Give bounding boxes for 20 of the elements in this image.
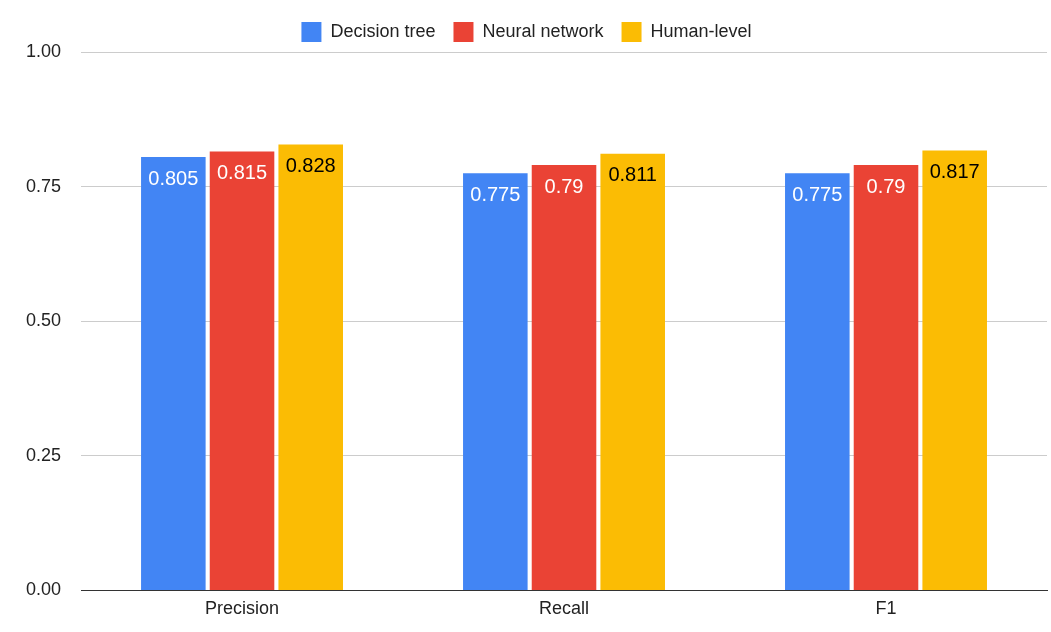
x-tick-label: Precision [205, 598, 280, 619]
data-label: 0.79 [866, 174, 906, 197]
y-tick-label: 0.50 [25, 310, 62, 331]
y-tick-label: 1.00 [25, 40, 62, 61]
legend-label: Human-level [650, 20, 752, 41]
y-tick-label: 0.25 [25, 444, 62, 465]
legend-label: Decision tree [330, 20, 436, 41]
data-label: 0.775 [792, 182, 843, 205]
data-label: 0.817 [929, 160, 980, 183]
y-tick-label: 0.00 [25, 579, 62, 600]
x-tick-label: F1 [875, 598, 897, 619]
y-tick-label: 0.75 [25, 175, 62, 196]
data-label: 0.775 [470, 182, 521, 205]
data-label: 0.828 [285, 154, 336, 177]
x-tick-label: Recall [539, 598, 590, 619]
legend-label: Neural network [482, 20, 605, 41]
data-label: 0.815 [217, 161, 268, 184]
data-label: 0.79 [544, 174, 584, 197]
data-label: 0.811 [608, 163, 657, 186]
data-label: 0.805 [148, 166, 199, 189]
